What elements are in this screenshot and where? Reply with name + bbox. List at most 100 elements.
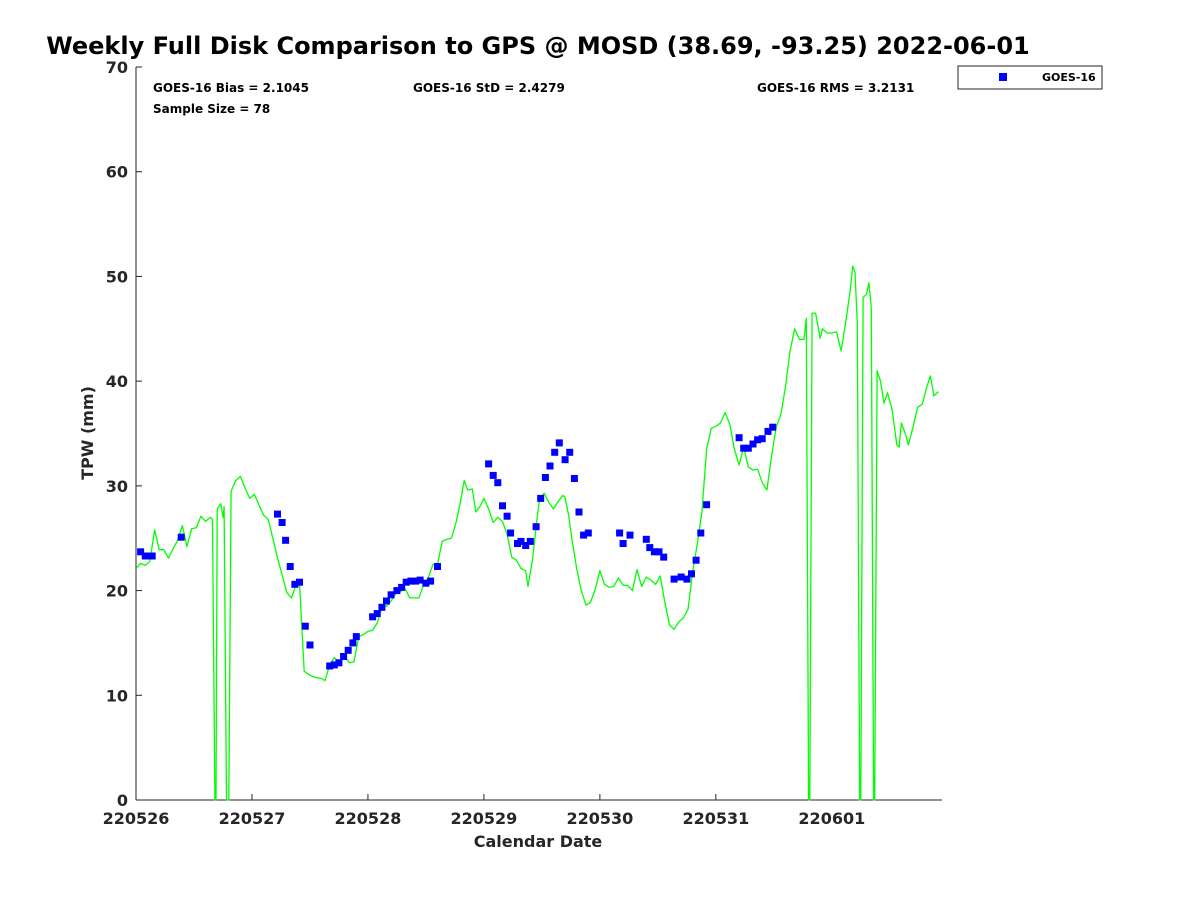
y-tick-label: 0 bbox=[117, 791, 128, 810]
goes16-point bbox=[383, 597, 390, 605]
goes16-point bbox=[735, 434, 743, 442]
goes16-point bbox=[369, 613, 377, 621]
goes16-point bbox=[580, 531, 588, 539]
series-markers bbox=[137, 423, 777, 670]
goes16-point bbox=[526, 537, 534, 545]
x-tick-label: 220529 bbox=[451, 809, 518, 828]
goes16-point bbox=[655, 548, 663, 556]
goes16-point bbox=[344, 646, 352, 654]
goes16-point bbox=[330, 661, 338, 669]
goes16-point bbox=[177, 533, 185, 541]
y-tick-label: 60 bbox=[106, 163, 128, 182]
goes16-point bbox=[340, 653, 348, 660]
stat-std: GOES-16 StD = 2.4279 bbox=[413, 81, 565, 95]
goes16-point bbox=[489, 471, 497, 479]
x-tick-label: 220531 bbox=[682, 809, 749, 828]
goes16-point bbox=[407, 577, 415, 585]
goes16-point bbox=[274, 510, 281, 518]
goes16-point bbox=[494, 479, 502, 487]
stat-sample-size: Sample Size = 78 bbox=[153, 102, 270, 116]
chart-title: Weekly Full Disk Comparison to GPS @ MOS… bbox=[46, 32, 1029, 60]
x-tick-label: 220526 bbox=[103, 809, 170, 828]
goes16-point bbox=[378, 603, 386, 611]
goes16-point bbox=[570, 475, 578, 482]
goes16-point bbox=[692, 556, 700, 564]
goes16-point bbox=[584, 529, 592, 537]
goes16-point bbox=[677, 573, 685, 581]
goes16-point bbox=[703, 501, 711, 509]
goes16-point bbox=[393, 587, 401, 595]
goes16-point bbox=[546, 462, 554, 470]
legend-marker bbox=[999, 73, 1007, 81]
goes16-point bbox=[764, 427, 772, 435]
goes16-point bbox=[744, 444, 752, 452]
y-axis-label: TPW (mm) bbox=[78, 386, 97, 480]
goes16-point bbox=[754, 436, 762, 444]
goes16-point bbox=[616, 529, 624, 537]
goes16-point bbox=[335, 659, 343, 667]
goes16-point bbox=[148, 552, 156, 560]
goes16-point bbox=[507, 529, 515, 537]
goes16-point bbox=[642, 535, 650, 543]
goes16-point bbox=[697, 529, 705, 537]
goes16-point bbox=[301, 622, 309, 630]
goes16-point bbox=[503, 512, 511, 520]
goes16-point bbox=[402, 578, 410, 586]
goes16-point bbox=[499, 502, 506, 510]
goes16-point bbox=[349, 639, 357, 647]
legend: GOES-16 bbox=[957, 65, 1103, 90]
goes16-point bbox=[282, 536, 290, 544]
goes16-point bbox=[326, 662, 334, 670]
y-tick-label: 70 bbox=[106, 58, 128, 77]
goes16-point bbox=[566, 448, 574, 456]
y-tick-label: 50 bbox=[106, 267, 128, 286]
goes16-point bbox=[427, 577, 435, 585]
goes16-point bbox=[769, 423, 777, 431]
goes16-point bbox=[485, 460, 493, 468]
legend-label: GOES-16 bbox=[1042, 71, 1096, 84]
stat-rms: GOES-16 RMS = 3.2131 bbox=[757, 81, 914, 95]
goes16-point bbox=[291, 580, 299, 588]
goes16-point bbox=[561, 456, 569, 464]
goes16-point bbox=[532, 523, 540, 531]
goes16-point bbox=[416, 576, 424, 584]
goes16-point bbox=[541, 474, 549, 481]
y-tick-label: 20 bbox=[106, 582, 128, 601]
goes16-point bbox=[646, 544, 654, 552]
goes16-point bbox=[575, 508, 583, 516]
goes16-point bbox=[422, 579, 430, 587]
y-tick-label: 10 bbox=[106, 686, 128, 705]
goes16-point bbox=[137, 548, 145, 556]
goes16-point bbox=[683, 575, 691, 583]
goes16-point bbox=[387, 591, 395, 599]
goes16-point bbox=[537, 494, 545, 502]
y-axis: 0 10 20 30 40 50 60 70 bbox=[106, 58, 142, 810]
goes16-point bbox=[306, 641, 314, 649]
goes16-point bbox=[373, 610, 381, 618]
x-axis: 220526 220527 220528 220529 220530 220531 2206… bbox=[103, 794, 865, 828]
goes16-point bbox=[660, 553, 668, 561]
goes16-point bbox=[619, 540, 627, 547]
goes16-point bbox=[670, 575, 678, 583]
goes16-point bbox=[352, 633, 360, 641]
goes16-point bbox=[740, 444, 748, 452]
goes16-point bbox=[398, 583, 406, 591]
goes16-point bbox=[286, 563, 294, 570]
x-tick-label: 220527 bbox=[219, 809, 286, 828]
goes16-point bbox=[434, 563, 441, 570]
goes16-point bbox=[758, 435, 766, 443]
stat-bias: GOES-16 Bias = 2.1045 bbox=[153, 81, 309, 95]
y-tick-label: 30 bbox=[106, 477, 128, 496]
x-tick-label: 220528 bbox=[335, 809, 402, 828]
goes16-point bbox=[278, 519, 286, 526]
x-tick-label: 220601 bbox=[798, 809, 865, 828]
goes16-point bbox=[555, 439, 563, 447]
goes16-point bbox=[650, 548, 658, 556]
goes16-point bbox=[626, 531, 634, 539]
series-lines bbox=[135, 265, 939, 801]
goes16-point bbox=[517, 537, 525, 545]
gps-tpw-line bbox=[135, 265, 939, 801]
goes16-point bbox=[688, 570, 695, 578]
goes16-point bbox=[412, 577, 419, 585]
